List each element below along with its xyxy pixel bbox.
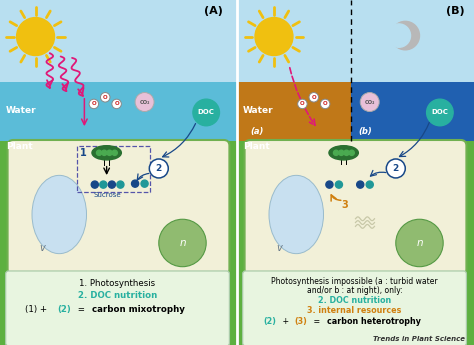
Text: Water: Water [6,106,36,115]
Ellipse shape [269,175,324,254]
Text: Photosynthesis impossible (a : turbid water: Photosynthesis impossible (a : turbid wa… [271,277,438,286]
Circle shape [91,181,99,188]
Bar [237,82,351,141]
Text: Plant: Plant [6,142,32,151]
Circle shape [298,99,307,109]
Circle shape [159,219,206,267]
Circle shape [387,24,410,47]
Text: O: O [91,101,96,106]
Text: =: = [75,305,88,314]
Circle shape [320,99,330,109]
Bar [0,141,237,345]
Circle shape [112,150,118,155]
Circle shape [427,99,453,126]
Text: Trends in Plant Science: Trends in Plant Science [374,336,465,342]
Text: O: O [300,101,305,106]
Bar [237,141,474,345]
Circle shape [149,159,168,178]
Circle shape [336,181,343,188]
Text: n: n [179,238,186,248]
Text: (2): (2) [263,317,276,326]
Text: Plant: Plant [243,142,269,151]
FancyBboxPatch shape [6,271,229,345]
Circle shape [366,181,374,188]
Text: O: O [323,101,328,106]
Circle shape [391,21,419,50]
Circle shape [326,181,333,188]
Text: (A): (A) [204,6,223,16]
Circle shape [333,150,338,155]
Ellipse shape [329,146,358,160]
Bar [351,82,474,141]
Text: (3): (3) [295,317,308,326]
Circle shape [117,181,124,188]
Bar [0,0,237,82]
Text: DOC: DOC [198,109,215,116]
Ellipse shape [92,146,121,160]
Text: DOC: DOC [431,109,448,116]
Circle shape [132,180,139,187]
Text: Water: Water [243,106,273,115]
Text: 1. Photosynthesis: 1. Photosynthesis [80,279,155,288]
Circle shape [193,99,219,126]
Circle shape [309,92,319,102]
Text: n: n [416,238,423,248]
Circle shape [349,150,355,155]
FancyBboxPatch shape [245,140,466,275]
Circle shape [356,181,364,188]
Circle shape [89,99,99,109]
Circle shape [360,92,379,111]
Text: and/or b : at night), only:: and/or b : at night), only: [307,286,402,295]
Circle shape [396,219,443,267]
Text: v: v [276,243,282,253]
Text: 2. DOC nutrition: 2. DOC nutrition [78,291,157,300]
Text: 3: 3 [342,200,348,210]
FancyBboxPatch shape [243,271,466,345]
Text: =: = [311,317,323,326]
Text: CO₂: CO₂ [365,99,375,105]
Circle shape [100,92,110,102]
Circle shape [100,181,107,188]
Text: O: O [114,101,119,106]
Circle shape [101,150,107,155]
Circle shape [135,92,154,111]
Text: O: O [311,95,316,100]
Circle shape [108,181,116,188]
Text: +: + [280,317,292,326]
Text: Sucrose: Sucrose [94,192,121,198]
Text: (a): (a) [250,127,264,136]
Text: (2): (2) [57,305,71,314]
Text: (b): (b) [358,127,372,136]
Text: 1: 1 [80,148,86,158]
Text: carbon mixotrophy: carbon mixotrophy [92,305,184,314]
Circle shape [107,150,112,155]
Circle shape [17,18,55,56]
Text: 2: 2 [392,164,399,173]
Bar [237,0,474,82]
Circle shape [344,150,349,155]
Circle shape [338,150,344,155]
Text: O: O [103,95,108,100]
Bar [0,82,237,141]
Text: v: v [39,243,45,253]
Circle shape [255,18,293,56]
Circle shape [112,99,121,109]
Circle shape [141,180,148,187]
Circle shape [386,159,405,178]
Text: 2: 2 [155,164,162,173]
Text: (B): (B) [446,6,465,16]
Text: carbon heterotrophy: carbon heterotrophy [327,317,420,326]
Text: 2. DOC nutrition: 2. DOC nutrition [318,296,391,305]
Ellipse shape [32,175,86,254]
Text: (1) +: (1) + [26,305,50,314]
Text: 3. internal resources: 3. internal resources [307,306,402,315]
Text: CO₂: CO₂ [139,99,150,105]
FancyBboxPatch shape [8,140,229,275]
Circle shape [97,150,101,155]
